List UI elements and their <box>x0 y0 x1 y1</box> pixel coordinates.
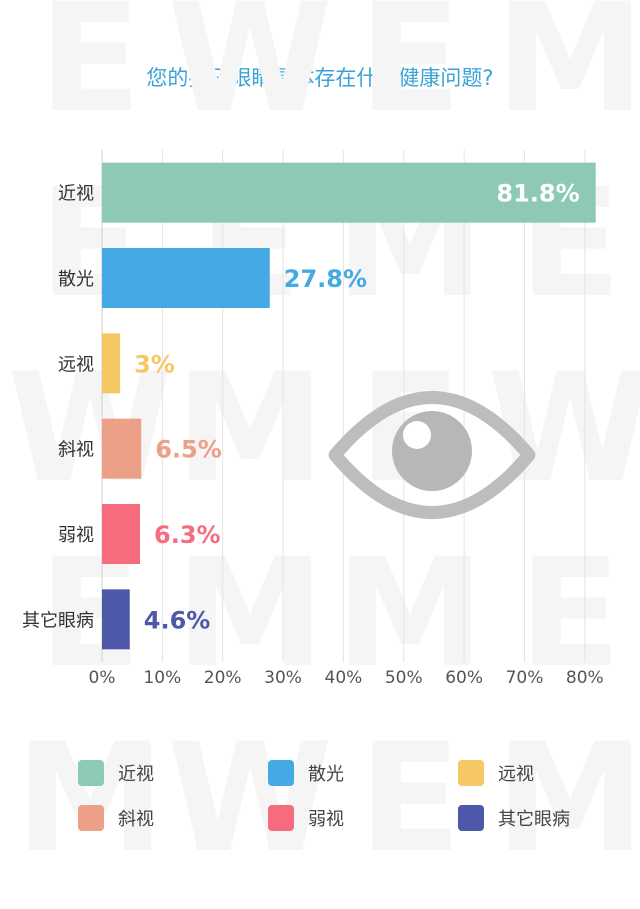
data-label: 6.5% <box>155 436 222 464</box>
legend-label: 散光 <box>308 764 344 785</box>
data-label: 81.8% <box>496 180 579 208</box>
category-label: 弱视 <box>58 525 94 546</box>
background-letter: W <box>167 0 332 146</box>
background-letter: M <box>495 0 640 146</box>
x-tick-label: 30% <box>264 668 302 688</box>
x-tick-label: 80% <box>566 668 604 688</box>
background-letter: M <box>175 527 324 701</box>
legend-item: 斜视 <box>78 805 154 831</box>
bar <box>102 504 141 564</box>
category-label: 远视 <box>58 354 94 375</box>
category-label: 斜视 <box>58 440 94 461</box>
x-tick-label: 50% <box>385 668 423 688</box>
legend-swatch <box>78 760 104 786</box>
bar <box>102 418 142 479</box>
background-letter: E <box>519 527 621 701</box>
background-letter: W <box>167 712 332 886</box>
bar <box>102 162 596 223</box>
bar <box>102 333 121 394</box>
legend-label: 近视 <box>118 764 154 785</box>
background-letter: E <box>39 0 141 146</box>
background-letter: M <box>495 712 640 886</box>
category-label: 散光 <box>58 269 94 290</box>
category-label: 近视 <box>58 184 94 205</box>
eye-icon <box>328 391 536 519</box>
x-tick-label: 70% <box>506 668 544 688</box>
legend-label: 弱视 <box>308 809 344 830</box>
x-tick-label: 40% <box>325 668 363 688</box>
legend-item: 散光 <box>268 760 344 786</box>
legend-swatch <box>78 805 104 831</box>
data-label: 6.3% <box>154 521 221 549</box>
background-letter: M <box>335 527 484 701</box>
background-letter: M <box>15 712 164 886</box>
x-tick-label: 0% <box>89 668 116 688</box>
background-letter: E <box>359 0 461 146</box>
legend-swatch <box>268 805 294 831</box>
legend-swatch <box>458 805 484 831</box>
chart-title: 您的孩子眼睛具体存在什么健康问题? <box>146 66 494 90</box>
background-letter: M <box>175 342 324 516</box>
legend-swatch <box>458 760 484 786</box>
x-tick-label: 20% <box>204 668 242 688</box>
data-label: 3% <box>134 350 175 378</box>
background-letter: E <box>359 712 461 886</box>
bar <box>102 589 130 650</box>
x-tick-label: 10% <box>143 668 181 688</box>
legend-label: 其它眼病 <box>498 809 570 830</box>
background-letter: W <box>7 342 172 516</box>
bar <box>102 248 270 308</box>
data-label: 27.8% <box>284 265 367 293</box>
legend-swatch <box>268 760 294 786</box>
data-label: 4.6% <box>144 606 211 634</box>
legend-item: 近视 <box>78 760 154 786</box>
category-label: 其它眼病 <box>22 610 94 631</box>
legend-label: 远视 <box>498 764 534 785</box>
legend-item: 远视 <box>458 760 534 786</box>
x-tick-label: 60% <box>445 668 483 688</box>
legend-label: 斜视 <box>118 809 154 830</box>
legend-item: 其它眼病 <box>458 805 570 831</box>
legend-item: 弱视 <box>268 805 344 831</box>
